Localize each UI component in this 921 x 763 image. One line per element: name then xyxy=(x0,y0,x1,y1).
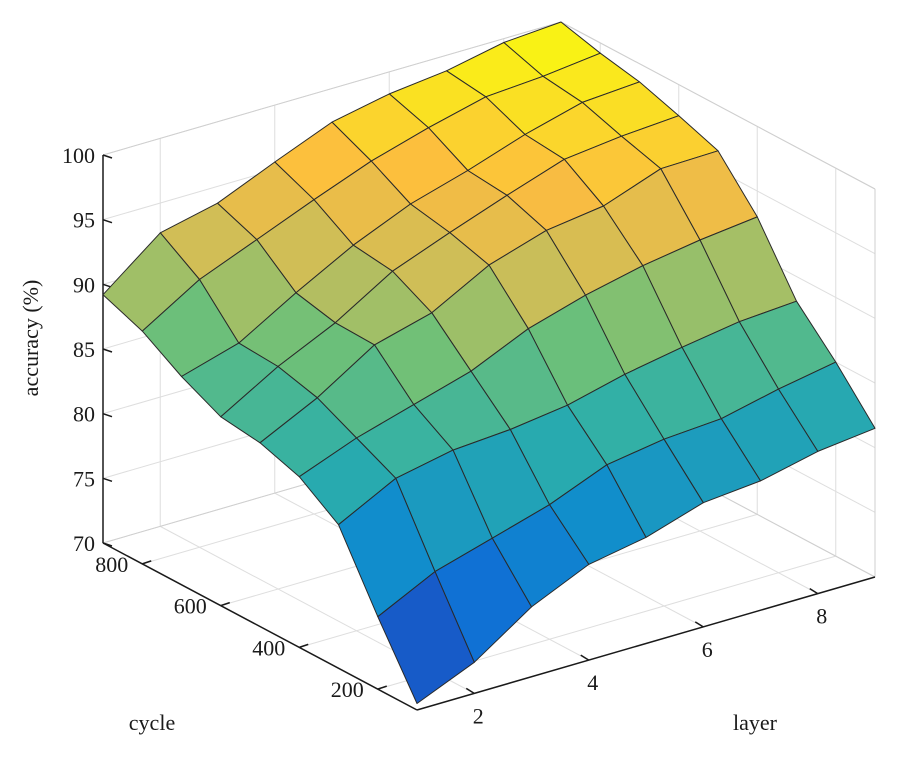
x-tick-label: 8 xyxy=(816,604,827,629)
x-tick-label: 2 xyxy=(473,703,484,728)
x-tick xyxy=(809,587,819,595)
box-edge xyxy=(102,21,562,156)
z-tick xyxy=(102,218,113,224)
z-axis-label: accuracy (%) xyxy=(18,280,43,397)
y-tick xyxy=(377,685,387,690)
y-tick-label: 600 xyxy=(174,594,207,619)
x-tick xyxy=(694,621,704,628)
z-tick xyxy=(102,348,113,353)
z-tick-label: 100 xyxy=(62,143,95,168)
z-tick-label: 95 xyxy=(73,208,95,233)
x-tick xyxy=(580,654,590,661)
x-tick-label: 6 xyxy=(702,637,713,662)
y-axis-label: cycle xyxy=(129,710,175,735)
z-tick-label: 75 xyxy=(73,466,95,491)
y-tick xyxy=(142,560,152,565)
z-tick-label: 90 xyxy=(73,272,95,297)
y-tick-label: 200 xyxy=(331,677,364,702)
z-tick xyxy=(102,477,113,483)
z-tick-label: 70 xyxy=(73,531,95,556)
x-axis-line xyxy=(416,576,876,711)
y-tick-label: 800 xyxy=(95,552,128,577)
x-tick-label: 4 xyxy=(587,670,598,695)
chart-surface xyxy=(102,21,876,704)
x-tick xyxy=(465,687,475,695)
y-tick xyxy=(220,601,230,607)
y-tick xyxy=(299,643,309,649)
z-tick-label: 85 xyxy=(73,337,95,362)
box-edge xyxy=(560,21,876,190)
z-tick xyxy=(102,154,113,159)
surface-patch xyxy=(377,571,475,704)
y-axis-line xyxy=(102,542,418,711)
z-tick xyxy=(102,542,113,547)
chart-axes xyxy=(102,154,876,711)
z-tick xyxy=(102,412,113,418)
y-tick-label: 400 xyxy=(252,635,285,660)
z-tick-label: 80 xyxy=(73,402,95,427)
x-axis-label: layer xyxy=(733,710,778,735)
